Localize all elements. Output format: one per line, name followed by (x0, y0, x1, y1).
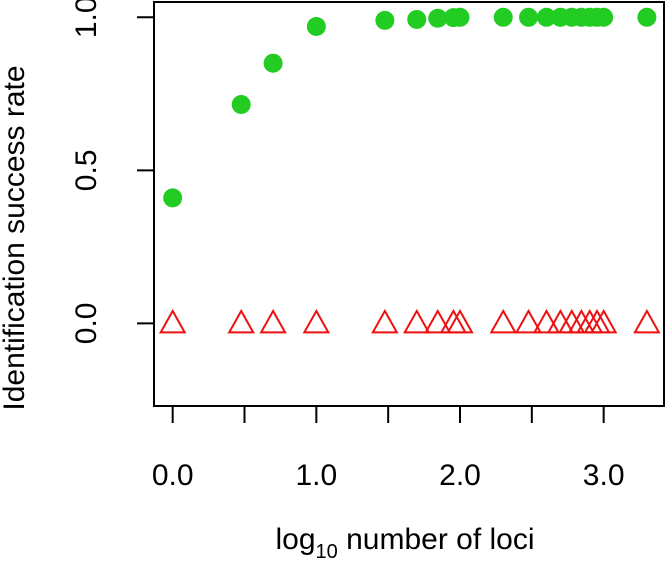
data-point-circle (263, 53, 283, 73)
data-point-triangle (633, 308, 661, 334)
x-tick-label: 2.0 (439, 459, 481, 492)
data-point-circle (594, 7, 614, 27)
x-tick-label: 1.0 (295, 459, 337, 492)
data-point-triangle (514, 308, 543, 334)
y-tick-label: 0.0 (70, 303, 103, 345)
x-tick-label: 0.0 (152, 459, 194, 492)
data-point-triangle (424, 308, 452, 334)
data-point-triangle (532, 308, 561, 334)
data-point-circle (450, 7, 470, 27)
data-point-triangle (589, 308, 618, 334)
data-point-circle (163, 188, 183, 208)
y-tick-label: 1.0 (70, 0, 103, 38)
x-axis: 0.0 1.0 2.0 3.0 (152, 405, 625, 492)
data-point-circle (407, 9, 427, 29)
data-point-triangle (489, 308, 517, 334)
data-point-triangle (259, 308, 287, 334)
data-point-triangle (403, 308, 431, 334)
data-point-circle (536, 7, 556, 27)
data-point-circle (493, 7, 513, 27)
data-point-circle (375, 10, 395, 30)
data-point-circle (428, 8, 448, 28)
data-points (158, 7, 661, 334)
data-point-triangle (227, 308, 255, 334)
x-axis-label: log10 number of loci (275, 523, 534, 561)
y-axis: 0.0 0.5 1.0 (70, 0, 155, 345)
data-point-circle (306, 16, 326, 36)
data-point-triangle (158, 308, 187, 334)
data-point-triangle (446, 308, 474, 334)
y-axis-label: Identification success rate (0, 65, 31, 410)
data-point-triangle (302, 308, 331, 334)
x-tick-label: 3.0 (583, 459, 625, 492)
data-point-triangle (371, 308, 399, 334)
data-point-circle (519, 7, 539, 27)
plot-frame (153, 1, 665, 407)
data-point-circle (231, 95, 251, 115)
y-tick-label: 0.5 (70, 149, 103, 191)
data-point-circle (637, 7, 657, 27)
